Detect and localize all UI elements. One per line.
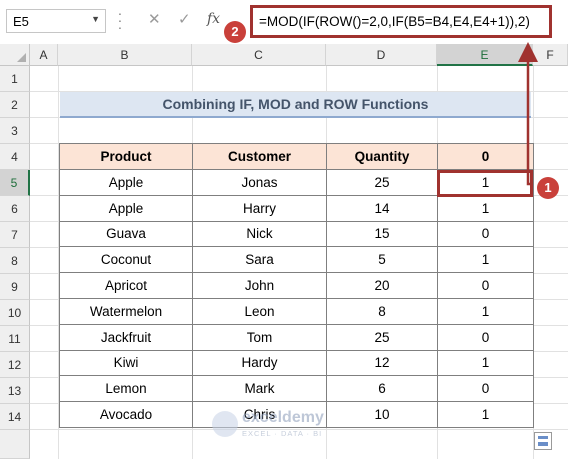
row-header-1[interactable]: 1 (0, 66, 30, 92)
cell-product[interactable]: Jackfruit (59, 323, 193, 351)
column-header-b[interactable]: B (58, 44, 192, 66)
row-header-10[interactable]: 10 (0, 300, 30, 326)
formula-bar: E5 ▼ · · · ✕ ✓ fx =MOD(IF(ROW()=2,0,IF(B5=… (0, 0, 568, 44)
cell-customer[interactable]: Leon (192, 297, 327, 325)
name-box[interactable]: E5 ▼ (6, 9, 106, 33)
cell-customer[interactable]: Jonas (192, 169, 327, 196)
cell-customer[interactable]: Sara (192, 246, 327, 274)
cell-product[interactable]: Avocado (59, 401, 193, 428)
row-header-3[interactable]: 3 (0, 118, 30, 144)
table-row: Apricot John 20 0 (59, 272, 534, 299)
cell-result[interactable]: 0 (437, 220, 534, 248)
cell-product[interactable]: Watermelon (59, 297, 193, 325)
column-header-c[interactable]: C (192, 44, 326, 66)
drag-handle-icon[interactable]: · · · (117, 5, 123, 35)
sheet-title[interactable]: Combining IF, MOD and ROW Functions (60, 92, 531, 118)
check-icon[interactable]: ✓ (178, 11, 191, 28)
cell-customer[interactable]: Harry (192, 194, 327, 222)
table-row: Jackfruit Tom 25 0 (59, 323, 534, 351)
row-header-4[interactable]: 4 (0, 144, 30, 170)
chevron-down-icon[interactable]: ▼ (91, 14, 100, 24)
cell-quantity[interactable]: 15 (326, 220, 438, 248)
cell-quantity[interactable]: 6 (326, 375, 438, 403)
gridline (30, 429, 568, 430)
cell-quantity[interactable]: 10 (326, 401, 438, 428)
select-all-corner[interactable] (0, 44, 30, 66)
row-header-8[interactable]: 8 (0, 248, 30, 274)
row-header-11[interactable]: 11 (0, 326, 30, 352)
name-box-value: E5 (13, 14, 29, 29)
table-row: Apple Jonas 25 1 (59, 169, 534, 196)
table-row: Kiwi Hardy 12 1 (59, 349, 534, 377)
cell-result[interactable]: 1 (437, 169, 534, 196)
header-customer[interactable]: Customer (192, 143, 327, 170)
table-row: Avocado Chris 10 1 (59, 401, 534, 428)
cell-product[interactable]: Guava (59, 220, 193, 248)
table-row: Coconut Sara 5 1 (59, 246, 534, 274)
column-header-a[interactable]: A (30, 44, 58, 66)
row-header-2[interactable]: 2 (0, 92, 30, 118)
watermark-name: exceldemy (242, 409, 324, 426)
data-table: Product Customer Quantity 0 Apple Jonas 25… (59, 143, 534, 428)
cross-icon[interactable]: ✕ (148, 11, 161, 28)
table-row: Apple Harry 14 1 (59, 194, 534, 222)
header-result[interactable]: 0 (437, 143, 534, 170)
formula-input[interactable]: =MOD(IF(ROW()=2,0,IF(B5=B4,E4,E4+1)),2) (250, 5, 552, 38)
row-header-13[interactable]: 13 (0, 378, 30, 404)
cell-product[interactable]: Kiwi (59, 349, 193, 377)
column-header-d[interactable]: D (326, 44, 437, 66)
table-row: Watermelon Leon 8 1 (59, 297, 534, 325)
header-product[interactable]: Product (59, 143, 193, 170)
quick-analysis-icon[interactable] (534, 432, 552, 450)
cell-customer[interactable]: John (192, 272, 327, 299)
row-header-14[interactable]: 14 (0, 404, 30, 430)
watermark-tagline: EXCEL · DATA · BI (242, 429, 323, 438)
exceldemy-logo-icon (212, 411, 238, 437)
row-header-7[interactable]: 7 (0, 222, 30, 248)
cell-result[interactable]: 1 (437, 246, 534, 274)
cell-product[interactable]: Apricot (59, 272, 193, 299)
cell-result[interactable]: 0 (437, 375, 534, 403)
cell-product[interactable]: Apple (59, 169, 193, 196)
cell-result[interactable]: 0 (437, 272, 534, 299)
header-quantity[interactable]: Quantity (326, 143, 438, 170)
gridline (58, 66, 59, 459)
row-header-9[interactable]: 9 (0, 274, 30, 300)
gridline (533, 66, 534, 459)
watermark: exceldemy EXCEL · DATA · BI (212, 405, 372, 445)
cell-result[interactable]: 1 (437, 297, 534, 325)
fx-icon[interactable]: fx (207, 11, 221, 27)
row-header-12[interactable]: 12 (0, 352, 30, 378)
gridline (30, 91, 568, 92)
step-badge-2: 2 (224, 21, 246, 43)
step-badge-1: 1 (537, 177, 559, 199)
cell-result[interactable]: 1 (437, 194, 534, 222)
table-header-row: Product Customer Quantity 0 (59, 143, 534, 170)
row-header-5[interactable]: 5 (0, 170, 30, 196)
cell-customer[interactable]: Mark (192, 375, 327, 403)
cell-customer[interactable]: Nick (192, 220, 327, 248)
row-header-6[interactable]: 6 (0, 196, 30, 222)
cell-customer[interactable]: Tom (192, 323, 327, 351)
table-row: Guava Nick 15 0 (59, 220, 534, 248)
cell-result[interactable]: 0 (437, 323, 534, 351)
cell-quantity[interactable]: 14 (326, 194, 438, 222)
cell-result[interactable]: 1 (437, 401, 534, 428)
cell-quantity[interactable]: 5 (326, 246, 438, 274)
formula-text: =MOD(IF(ROW()=2,0,IF(B5=B4,E4,E4+1)),2) (259, 14, 530, 29)
